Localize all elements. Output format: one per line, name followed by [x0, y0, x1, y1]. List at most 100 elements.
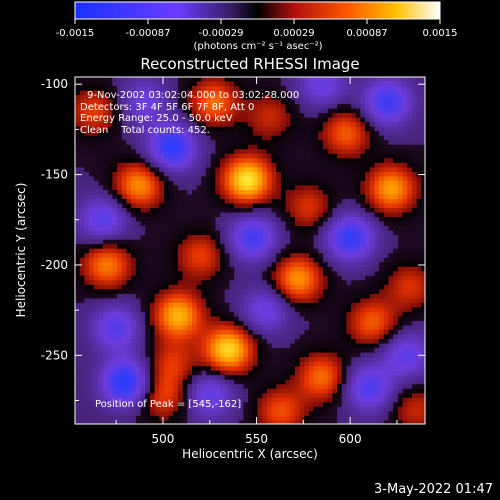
- heatmap-cell: [351, 248, 357, 254]
- heatmap-cell: [112, 307, 118, 313]
- heatmap-cell: [271, 235, 277, 241]
- heatmap-cell: [346, 81, 352, 87]
- heatmap-cell: [252, 352, 259, 358]
- heatmap-cell: [355, 361, 361, 367]
- heatmap-cell: [145, 162, 151, 168]
- heatmap-cell: [154, 194, 160, 200]
- heatmap-cell: [206, 230, 212, 236]
- heatmap-cell: [426, 317, 431, 322]
- heatmap-cell: [135, 199, 142, 205]
- heatmap-cell: [374, 180, 380, 186]
- heatmap-cell: [262, 226, 268, 232]
- heatmap-cell: [126, 90, 132, 96]
- heatmap-cell: [168, 361, 174, 367]
- heatmap-cell: [187, 171, 193, 177]
- heatmap-cell: [262, 212, 268, 218]
- heatmap-cell: [103, 149, 109, 155]
- heatmap-cell: [355, 321, 361, 327]
- heatmap-cell: [276, 176, 282, 182]
- heatmap-cell: [112, 284, 118, 290]
- heatmap-cell: [107, 289, 114, 295]
- heatmap-cell: [266, 302, 273, 308]
- heatmap-cell: [341, 158, 347, 164]
- heatmap-cell: [131, 330, 137, 336]
- heatmap-cell: [79, 203, 85, 209]
- heatmap-cell: [379, 86, 385, 92]
- heatmap-cell: [192, 239, 198, 245]
- heatmap-cell: [173, 113, 179, 119]
- heatmap-cell: [280, 275, 287, 281]
- heatmap-cell: [318, 325, 324, 331]
- heatmap-cell: [313, 343, 319, 349]
- heatmap-cell: [224, 185, 230, 191]
- heatmap-cell: [374, 266, 380, 272]
- heatmap-cell: [327, 221, 333, 227]
- heatmap-cell: [117, 298, 123, 304]
- heatmap-cell: [224, 217, 230, 223]
- heatmap-cell: [210, 316, 216, 322]
- heatmap-cell: [411, 176, 418, 182]
- heatmap-cell: [323, 253, 329, 259]
- heatmap-cell: [360, 226, 366, 232]
- heatmap-cell: [243, 366, 249, 372]
- heatmap-cell: [206, 171, 212, 177]
- heatmap-cell: [351, 217, 357, 223]
- heatmap-cell: [121, 357, 128, 363]
- heatmap-cell: [411, 257, 418, 263]
- heatmap-cell: [84, 239, 90, 245]
- heatmap-cell: [89, 221, 95, 227]
- heatmap-cell: [187, 221, 193, 227]
- heatmap-cell: [238, 99, 245, 105]
- heatmap-cell: [206, 339, 212, 345]
- heatmap-cell: [304, 239, 310, 245]
- heatmap-cell: [257, 171, 263, 177]
- heatmap-cell: [135, 370, 142, 376]
- heatmap-cell: [290, 257, 296, 263]
- heatmap-cell: [341, 289, 347, 295]
- heatmap-cell: [402, 208, 408, 214]
- heatmap-cell: [215, 208, 221, 214]
- heatmap-cell: [135, 194, 142, 200]
- heatmap-cell: [411, 361, 418, 367]
- heatmap-cell: [393, 302, 399, 308]
- heatmap-cell: [266, 131, 273, 137]
- heatmap-cell: [149, 357, 156, 363]
- heatmap-cell: [112, 221, 118, 227]
- heatmap-cell: [201, 302, 207, 308]
- heatmap-cell: [154, 167, 160, 173]
- heatmap-cell: [407, 180, 413, 186]
- heatmap-cell: [332, 343, 338, 349]
- heatmap-cell: [323, 262, 329, 268]
- heatmap-cell: [369, 176, 376, 182]
- heatmap-cell: [388, 307, 394, 313]
- heatmap-cell: [309, 77, 315, 83]
- heatmap-cell: [327, 126, 333, 132]
- heatmap-cell: [206, 257, 212, 263]
- heatmap-cell: [98, 180, 104, 186]
- heatmap-cell: [201, 108, 207, 114]
- heatmap-cell: [318, 361, 324, 367]
- heatmap-cell: [224, 289, 230, 295]
- heatmap-cell: [173, 366, 179, 372]
- heatmap-cell: [327, 284, 333, 290]
- heatmap-cell: [402, 203, 408, 209]
- heatmap-cell: [163, 208, 170, 214]
- heatmap-cell: [79, 190, 85, 196]
- heatmap-cell: [98, 144, 104, 150]
- heatmap-cell: [173, 208, 179, 214]
- heatmap-cell: [294, 266, 301, 272]
- heatmap-cell: [337, 334, 343, 340]
- heatmap-cell: [126, 271, 132, 277]
- heatmap-cell: [369, 311, 376, 317]
- heatmap-cell: [234, 352, 240, 358]
- heatmap-cell: [238, 81, 245, 87]
- heatmap-cell: [252, 257, 259, 263]
- heatmap-cell: [416, 86, 422, 92]
- heatmap-cell: [355, 104, 361, 110]
- heatmap-cell: [201, 325, 207, 331]
- heatmap-cell: [107, 203, 114, 209]
- heatmap-cell: [201, 266, 207, 272]
- heatmap-cell: [89, 162, 95, 168]
- heatmap-cell: [323, 144, 329, 150]
- heatmap-cell: [248, 162, 254, 168]
